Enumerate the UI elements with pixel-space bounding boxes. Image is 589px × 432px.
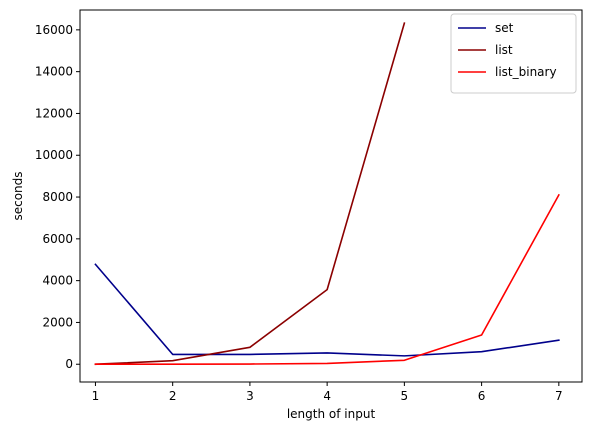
legend: set list list_binary [450, 13, 577, 94]
legend-label: set [495, 21, 514, 35]
y-tick-label: 12000 [35, 106, 73, 120]
x-tick-label: 6 [478, 389, 486, 403]
legend-label: list_binary [495, 65, 557, 79]
y-tick-label: 4000 [42, 274, 73, 288]
x-tick-label: 3 [246, 389, 254, 403]
legend-box [450, 13, 577, 94]
x-axis-label: length of input [287, 407, 376, 421]
x-tick-label: 5 [401, 389, 409, 403]
y-tick-label: 10000 [35, 148, 73, 162]
y-tick-label: 8000 [42, 190, 73, 204]
x-tick-label: 4 [323, 389, 331, 403]
y-tick-label: 6000 [42, 232, 73, 246]
y-axis-label: seconds [11, 171, 25, 220]
series-line-list-binary [94, 193, 560, 366]
y-tick-label: 2000 [42, 315, 73, 329]
y-axis-ticks: 0 2000 4000 6000 8000 10000 12000 14000 16000 [35, 23, 80, 371]
y-tick-label: 0 [65, 357, 73, 371]
x-tick-label: 7 [555, 389, 563, 403]
series-lines [94, 22, 560, 366]
series-line-list [94, 22, 406, 366]
y-tick-label: 16000 [35, 23, 73, 37]
x-tick-label: 1 [92, 389, 100, 403]
x-axis-ticks: 1 2 3 4 5 6 7 [92, 382, 563, 403]
y-tick-label: 14000 [35, 65, 73, 79]
plot-area [79, 9, 583, 383]
x-tick-label: 2 [169, 389, 177, 403]
legend-label: list [495, 43, 513, 57]
series-line-set [94, 263, 560, 357]
